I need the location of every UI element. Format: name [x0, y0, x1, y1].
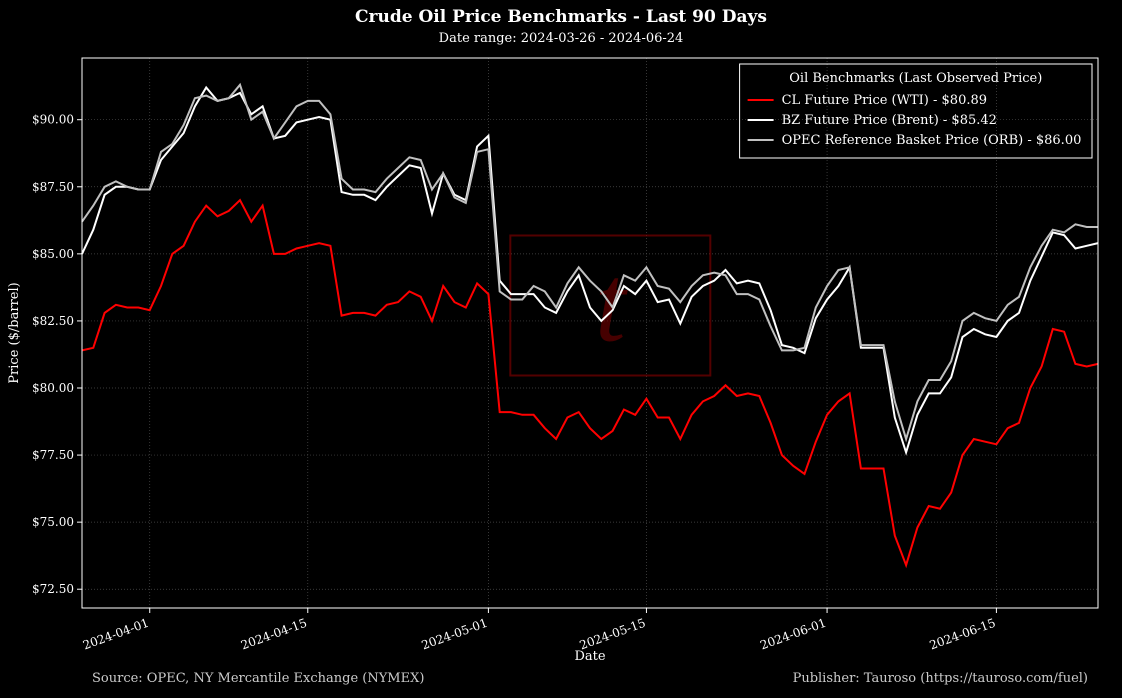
x-tick-label: 2024-05-15	[578, 616, 648, 653]
x-tick-label: 2024-06-01	[758, 616, 828, 653]
legend-title: Oil Benchmarks (Last Observed Price)	[789, 71, 1042, 86]
y-tick-label: $87.50	[32, 180, 74, 194]
y-tick-label: $77.50	[32, 448, 74, 462]
y-tick-label: $80.00	[32, 381, 74, 395]
chart-svg: $72.50 $75.00 $77.50 $80.00 $82.50 $85.00 $87.…	[0, 0, 1122, 698]
x-tick-label: 2024-04-15	[239, 616, 309, 653]
y-tick-label: $75.00	[32, 515, 74, 529]
watermark-text: t	[595, 243, 628, 365]
chart-subtitle: Date range: 2024-03-26 - 2024-06-24	[439, 31, 684, 46]
y-tick-label: $85.00	[32, 247, 74, 261]
legend-item-label: BZ Future Price (Brent) - $85.42	[782, 113, 997, 128]
x-axis-label: Date	[574, 649, 605, 664]
legend-item-label: CL Future Price (WTI) - $80.89	[782, 93, 987, 108]
x-tick-label: 2024-06-15	[928, 616, 998, 653]
chart-container: $72.50 $75.00 $77.50 $80.00 $82.50 $85.00 $87.…	[0, 0, 1122, 698]
footer-publisher: Publisher: Tauroso (https://tauroso.com/…	[793, 671, 1088, 686]
y-tick-label: $90.00	[32, 113, 74, 127]
y-axis-label: Price ($/barrel)	[7, 282, 22, 383]
x-tick-label: 2024-04-01	[81, 616, 151, 653]
series-line	[82, 200, 1098, 565]
chart-title: Crude Oil Price Benchmarks - Last 90 Day…	[355, 7, 767, 27]
y-tick-label: $82.50	[32, 314, 74, 328]
y-tick-label: $72.50	[32, 582, 74, 596]
legend-item-label: OPEC Reference Basket Price (ORB) - $86.…	[782, 133, 1082, 148]
x-tick-label: 2024-05-01	[420, 616, 490, 653]
footer-source: Source: OPEC, NY Mercantile Exchange (NY…	[92, 671, 424, 686]
